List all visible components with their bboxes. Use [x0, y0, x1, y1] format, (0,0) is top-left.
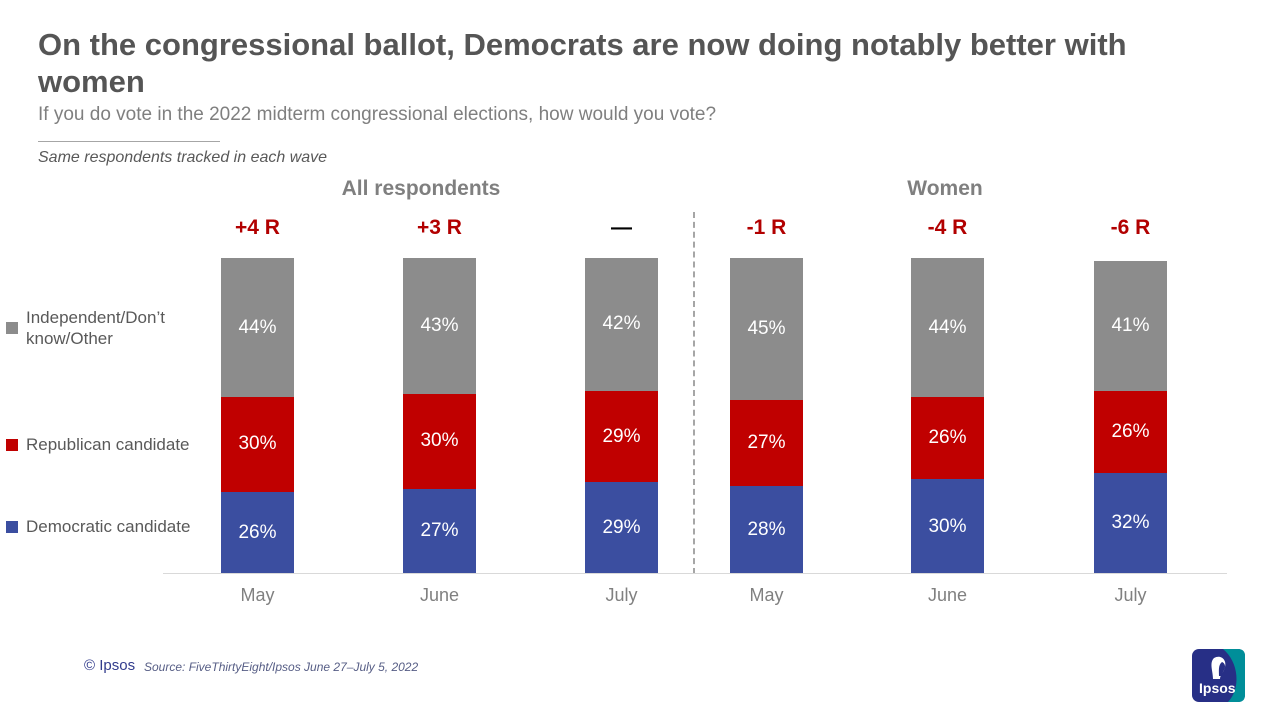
bar-value-label: 27%: [420, 520, 459, 542]
legend-item-republican: Republican candidate: [6, 434, 190, 455]
bar-value-label: 26%: [928, 427, 967, 449]
bar-value-label: 29%: [602, 425, 641, 447]
month-label: May: [749, 585, 784, 605]
group-header: Women: [907, 177, 983, 200]
bar-segment: 26%: [1094, 390, 1167, 473]
page-subtitle: If you do vote in the 2022 midterm congr…: [38, 104, 717, 125]
group-header: All respondents: [341, 177, 501, 200]
bar-value-label: 44%: [928, 316, 967, 338]
bar-segment: 29%: [585, 390, 658, 483]
legend-label: Democratic candidate: [26, 517, 191, 536]
bar-value-label: 28%: [747, 518, 786, 540]
methodology-note: Same respondents tracked in each wave: [38, 149, 328, 166]
legend-swatch-blue: [6, 520, 18, 533]
bar-segment: 27%: [730, 400, 803, 486]
copyright-text: © Ipsos: [84, 657, 136, 674]
legend-swatch-gray: [6, 322, 18, 334]
legend-swatch-red: [6, 438, 18, 451]
subtitle-divider-line: [38, 141, 220, 142]
bar-segment: 45%: [730, 258, 803, 401]
legend-label: Independent/Don’t know/Other: [26, 308, 165, 348]
bar-segment: 42%: [585, 258, 658, 391]
bar-segment: 28%: [730, 485, 803, 574]
bar-segment: 32%: [1094, 472, 1167, 574]
bar-value-label: 30%: [420, 430, 459, 452]
bar-value-label: 29%: [602, 517, 641, 539]
bar-segment: 26%: [221, 491, 294, 574]
bar-value-label: 30%: [928, 515, 967, 537]
bar-segment: 44%: [221, 258, 294, 398]
month-label: July: [605, 585, 638, 605]
group-divider-dashed-line: [693, 212, 695, 574]
bar-value-label: 27%: [747, 431, 786, 453]
month-label: July: [1114, 585, 1147, 605]
change-label: -1 R: [746, 216, 787, 239]
bar-value-label: 44%: [238, 316, 277, 338]
bar-segment: 26%: [911, 397, 984, 480]
bar-segment: 30%: [911, 479, 984, 574]
bar-segment: 43%: [403, 258, 476, 394]
change-label: +4 R: [235, 216, 280, 239]
bar-value-label: 32%: [1111, 512, 1150, 534]
month-label: June: [927, 585, 968, 605]
change-label: —: [611, 216, 632, 239]
legend-item-independent: Independent/Don’t know/Other: [6, 307, 196, 349]
month-label: June: [419, 585, 460, 605]
bar-segment: 30%: [403, 393, 476, 489]
ipsos-logo: Ipsos: [1192, 649, 1245, 702]
bar-value-label: 26%: [1111, 420, 1150, 442]
page-title: On the congressional ballot, Democrats a…: [38, 27, 1127, 99]
x-axis-baseline: [163, 573, 1227, 574]
source-text: Source: FiveThirtyEight/Ipsos June 27–Ju…: [144, 660, 419, 674]
change-label: -6 R: [1110, 216, 1151, 239]
bar-value-label: 43%: [420, 314, 459, 336]
ipsos-logo-text: Ipsos: [1199, 680, 1236, 696]
legend-item-democratic: Democratic candidate: [6, 516, 190, 537]
bar-value-label: 45%: [747, 318, 786, 340]
legend-label: Republican candidate: [26, 435, 190, 454]
bar-value-label: 30%: [238, 433, 277, 455]
bar-value-label: 42%: [602, 313, 641, 335]
month-label: May: [240, 585, 275, 605]
bar-segment: 30%: [221, 397, 294, 492]
bar-segment: 41%: [1094, 261, 1167, 391]
bar-segment: 44%: [911, 258, 984, 398]
change-label: +3 R: [417, 216, 462, 239]
bar-segment: 29%: [585, 482, 658, 574]
bar-value-label: 26%: [238, 521, 277, 543]
change-label: -4 R: [927, 216, 968, 239]
bar-segment: 27%: [403, 488, 476, 574]
bar-value-label: 41%: [1111, 314, 1150, 336]
